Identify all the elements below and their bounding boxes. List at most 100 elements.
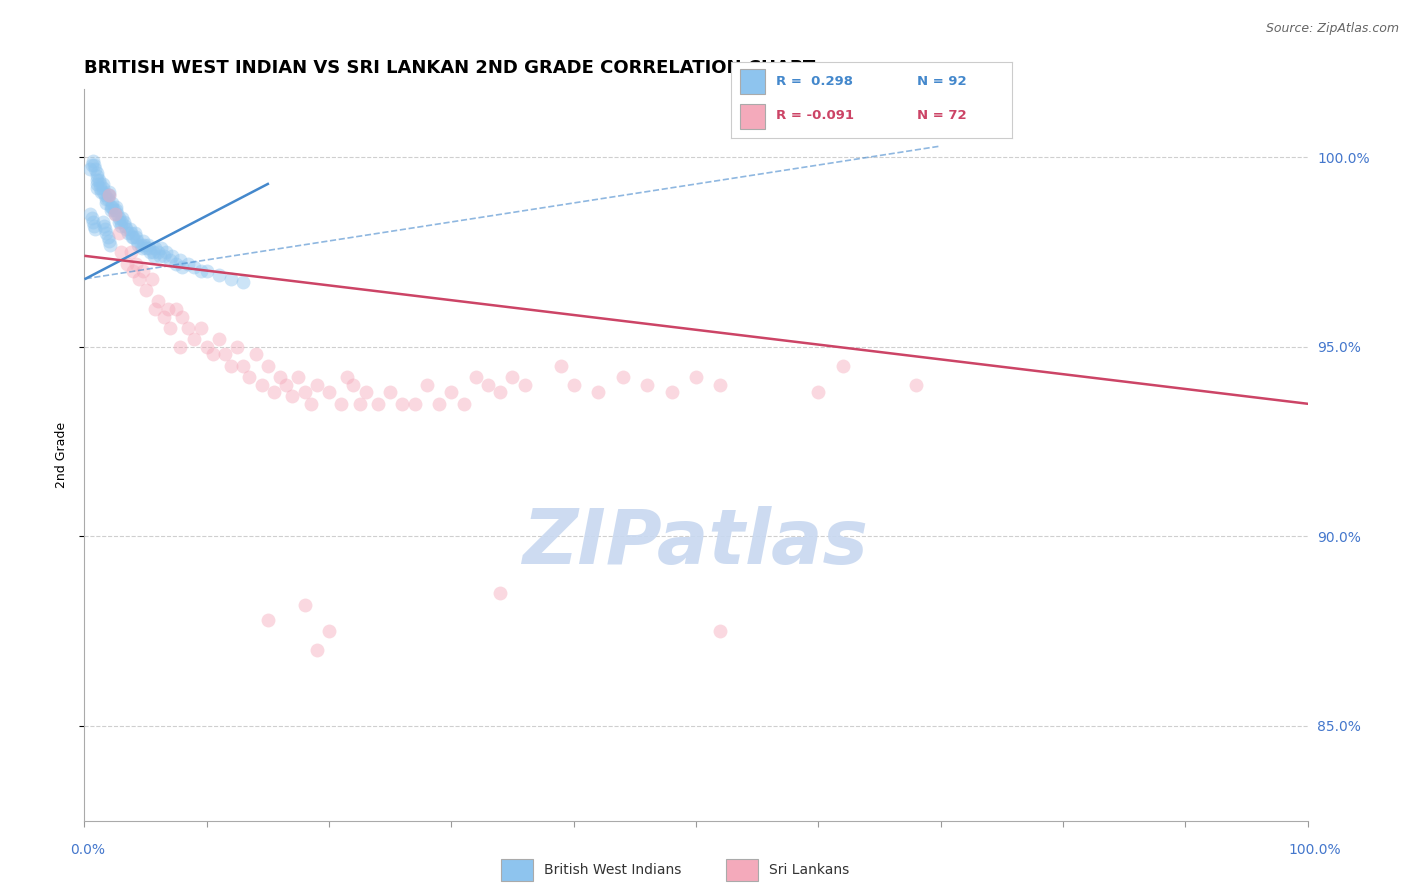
Point [135, 283, 157, 297]
Point [269, 370, 291, 384]
Point [661, 385, 683, 400]
Point [91, 177, 114, 191]
Point [97, 188, 120, 202]
Point [177, 321, 200, 335]
Text: N = 92: N = 92 [917, 75, 966, 88]
Point [79, 161, 101, 176]
Point [416, 377, 439, 392]
Point [97, 230, 120, 244]
Point [121, 230, 143, 244]
Point [143, 241, 166, 255]
Point [318, 385, 340, 400]
Point [238, 370, 260, 384]
Point [91, 215, 114, 229]
Point [183, 260, 205, 275]
Point [250, 377, 273, 392]
Point [453, 397, 475, 411]
Point [159, 252, 181, 267]
Point [195, 340, 218, 354]
Point [91, 185, 114, 199]
Point [586, 385, 609, 400]
Point [132, 234, 155, 248]
Point [110, 215, 132, 229]
Point [257, 359, 280, 373]
Point [153, 310, 176, 324]
Point [96, 226, 118, 240]
Point [404, 397, 426, 411]
Point [489, 586, 512, 600]
Point [125, 234, 148, 248]
Point [107, 226, 129, 240]
Point [86, 165, 108, 179]
Point [89, 180, 111, 194]
Point [82, 154, 104, 169]
Point [143, 301, 166, 316]
Point [115, 222, 138, 236]
Point [120, 226, 142, 240]
Point [165, 301, 187, 316]
Point [94, 222, 117, 236]
Point [318, 624, 340, 639]
Point [245, 347, 267, 361]
Point [105, 200, 128, 214]
Point [120, 245, 142, 260]
Point [86, 177, 108, 191]
Point [89, 177, 111, 191]
Point [612, 370, 634, 384]
Point [685, 370, 707, 384]
Point [117, 226, 139, 240]
Point [91, 180, 114, 194]
Point [502, 370, 524, 384]
Point [276, 377, 298, 392]
Point [195, 264, 218, 278]
Point [294, 598, 316, 612]
Point [354, 385, 377, 400]
Point [97, 234, 120, 248]
Point [90, 185, 112, 199]
Text: BRITISH WEST INDIAN VS SRI LANKAN 2ND GRADE CORRELATION CHART: BRITISH WEST INDIAN VS SRI LANKAN 2ND GR… [84, 59, 815, 77]
Point [219, 359, 242, 373]
Point [305, 643, 328, 657]
Point [214, 347, 236, 361]
Point [287, 370, 309, 384]
Point [201, 347, 224, 361]
Point [86, 180, 108, 194]
Point [84, 161, 107, 176]
Point [299, 397, 322, 411]
Point [80, 211, 103, 225]
Point [138, 241, 160, 255]
Point [97, 185, 120, 199]
Point [477, 377, 499, 392]
Text: British West Indians: British West Indians [544, 863, 682, 877]
Point [226, 340, 249, 354]
Point [305, 377, 328, 392]
Point [118, 222, 141, 236]
Point [165, 256, 187, 270]
Point [129, 237, 152, 252]
Point [103, 203, 125, 218]
Point [169, 252, 191, 267]
Point [550, 359, 572, 373]
Point [427, 397, 450, 411]
Point [96, 192, 118, 206]
Point [263, 385, 285, 400]
Point [342, 377, 364, 392]
Point [294, 385, 316, 400]
Point [97, 188, 120, 202]
Point [107, 215, 129, 229]
Point [349, 397, 371, 411]
FancyBboxPatch shape [725, 859, 758, 881]
Point [177, 256, 200, 270]
Point [111, 211, 134, 225]
Point [281, 389, 304, 403]
Text: ZIPatlas: ZIPatlas [523, 506, 869, 580]
Point [98, 237, 121, 252]
Point [114, 219, 136, 233]
Point [156, 301, 179, 316]
Point [105, 207, 128, 221]
Point [155, 245, 177, 260]
Point [94, 188, 117, 202]
Point [80, 158, 103, 172]
Point [96, 195, 118, 210]
Point [513, 377, 536, 392]
